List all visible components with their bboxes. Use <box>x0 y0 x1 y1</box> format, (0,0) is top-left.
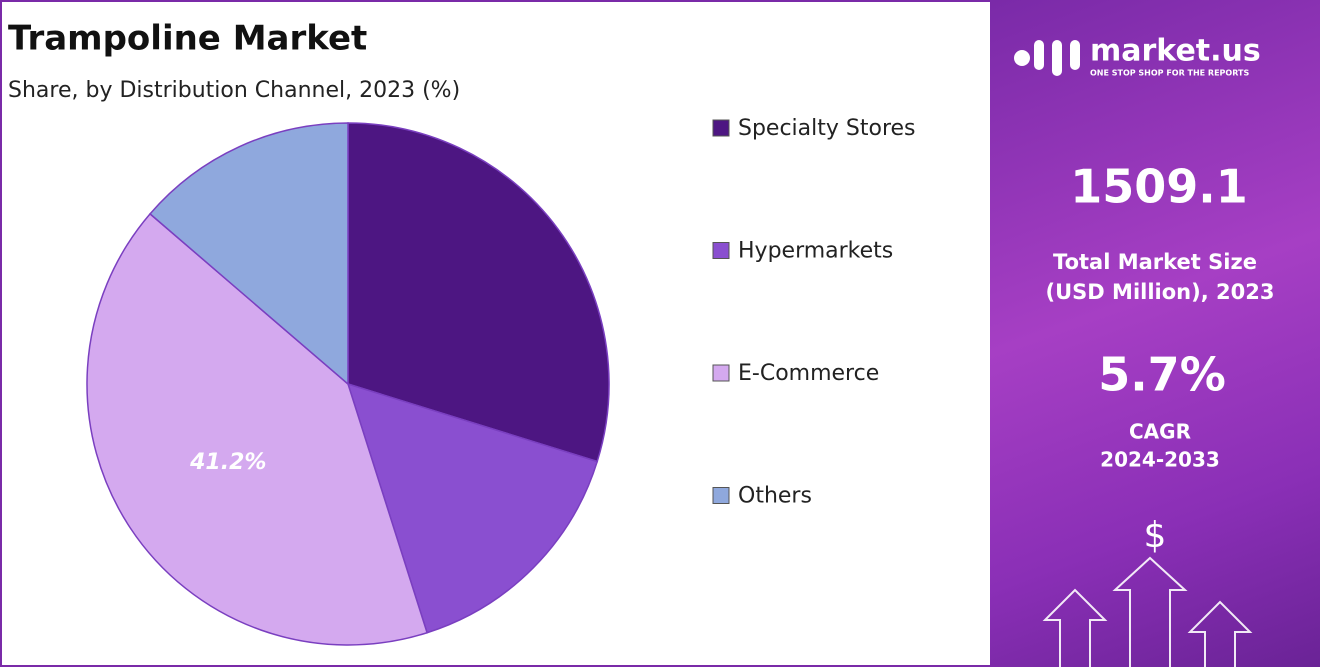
arrows <box>1042 556 1253 667</box>
pie: 41.2% <box>86 122 610 646</box>
legend-label: Hypermarkets <box>738 239 893 264</box>
legend-label: E-Commerce <box>738 361 879 386</box>
pie-slice <box>149 122 349 386</box>
chart-title: Trampoline Market <box>8 19 367 59</box>
chart-subtitle: Share, by Distribution Channel, 2023 (%) <box>8 78 460 103</box>
legend-swatch <box>712 242 730 259</box>
market-size-label: (USD Million), 2023 <box>1046 280 1275 304</box>
cagr-label: CAGR <box>1129 420 1191 444</box>
panel-graphics: $ market.us ONE STOP SHOP FOR THE REPORT… <box>1014 34 1275 667</box>
cagr-years: 2024-2033 <box>1100 448 1220 472</box>
cagr-value: 5.7% <box>1098 348 1226 402</box>
dollar-icon: $ <box>1144 515 1167 556</box>
legend: Specialty Stores Hypermarkets E-Commerce Ot… <box>712 116 916 509</box>
legend-label: Others <box>738 484 812 509</box>
chart: Trampoline Market Share, by Distribution… <box>8 19 916 646</box>
data-label: 41.2% <box>189 450 266 475</box>
tagline: ONE STOP SHOP FOR THE REPORTS <box>1090 69 1249 78</box>
pie-slice <box>346 382 599 634</box>
legend-swatch <box>712 487 730 504</box>
market-size: 1509.1 <box>1070 160 1248 214</box>
logo-text: market.us <box>1090 34 1261 69</box>
legend-swatch <box>712 119 730 137</box>
frame <box>0 0 990 667</box>
pie-slice <box>86 212 429 646</box>
side-panel: $ market.us ONE STOP SHOP FOR THE REPORT… <box>990 0 1320 667</box>
pie-slice <box>347 122 610 463</box>
legend-label: Specialty Stores <box>738 116 916 141</box>
market-size-label: Total Market Size <box>1053 250 1257 274</box>
legend-swatch <box>712 364 730 382</box>
logo-mark <box>1014 40 1080 76</box>
